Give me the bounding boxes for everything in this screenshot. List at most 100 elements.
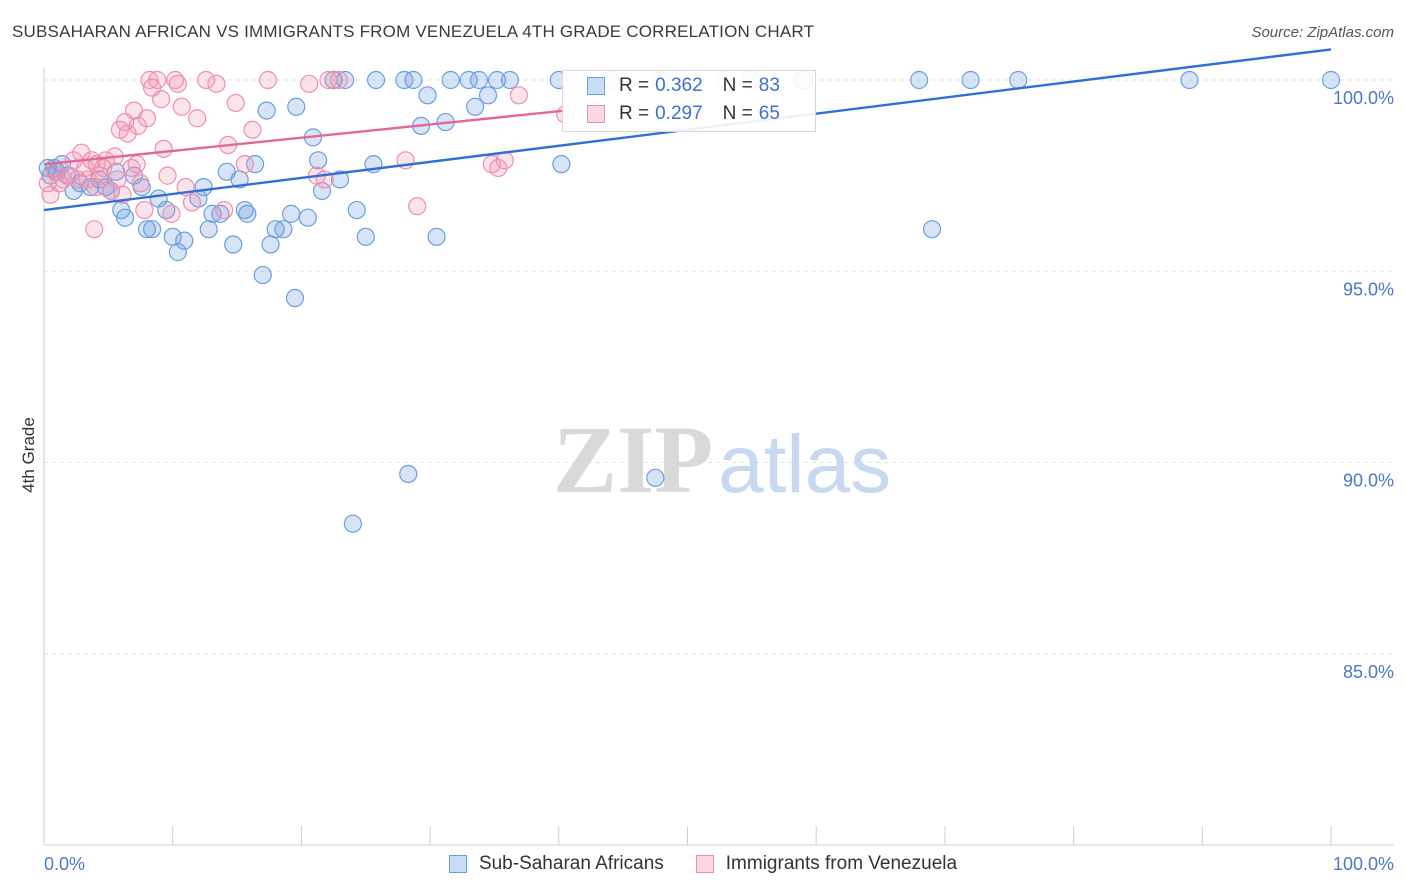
x-tick-label-min: 0.0% xyxy=(44,854,85,874)
point-subsaharan xyxy=(194,178,213,197)
point-subsaharan xyxy=(469,70,489,90)
point-subsaharan xyxy=(910,70,929,90)
point-subsaharan xyxy=(347,200,366,220)
point-subsaharan xyxy=(441,70,460,90)
series-legend: Sub-Saharan Africans Immigrants from Ven… xyxy=(0,852,1406,876)
watermark-atlas: atlas xyxy=(718,419,891,510)
point-venezuela xyxy=(172,97,191,116)
y-tick-label: 95.0% xyxy=(1343,279,1394,299)
point-subsaharan xyxy=(478,86,498,105)
legend-row-venezuela: R = 0.297 N = 65 xyxy=(587,101,780,127)
point-venezuela xyxy=(329,70,348,90)
chart-title: SUBSAHARAN AFRICAN VS IMMIGRANTS FROM VE… xyxy=(12,22,815,41)
n-value-subsaharan: 83 xyxy=(758,75,780,96)
legend-row-subsaharan: R = 0.362 N = 83 xyxy=(587,73,780,99)
point-subsaharan xyxy=(330,170,350,189)
y-tick-label: 100.0% xyxy=(1333,88,1394,108)
legend-swatch-pink xyxy=(695,855,714,873)
point-subsaharan xyxy=(487,70,507,90)
point-subsaharan xyxy=(298,208,317,227)
point-venezuela xyxy=(127,155,146,174)
point-subsaharan xyxy=(137,220,157,239)
legend-swatch-pink xyxy=(587,105,605,123)
point-subsaharan xyxy=(459,70,478,90)
y-tick-label: 90.0% xyxy=(1343,471,1394,491)
x-tick-label-max: 100.0% xyxy=(1333,854,1394,874)
point-venezuela xyxy=(319,70,338,90)
point-subsaharan xyxy=(1321,70,1341,90)
r-label: R = xyxy=(619,103,650,124)
point-subsaharan xyxy=(418,86,437,105)
data-points xyxy=(38,70,1341,533)
point-subsaharan xyxy=(309,151,328,170)
point-subsaharan xyxy=(203,204,222,223)
point-venezuela xyxy=(86,178,105,197)
source-label: Source: ZipAtlas.com xyxy=(1251,24,1394,41)
legend-label-venezuela: Immigrants from Venezuela xyxy=(725,853,958,874)
point-subsaharan xyxy=(427,227,446,246)
point-venezuela xyxy=(78,170,97,189)
point-venezuela xyxy=(158,166,177,185)
point-venezuela xyxy=(148,70,167,90)
point-subsaharan xyxy=(466,97,485,116)
point-venezuela xyxy=(85,220,104,239)
point-subsaharan xyxy=(404,70,423,90)
point-subsaharan xyxy=(168,243,187,262)
point-subsaharan xyxy=(274,220,293,239)
point-subsaharan xyxy=(224,235,243,254)
point-venezuela xyxy=(197,70,216,90)
point-subsaharan xyxy=(175,231,194,250)
point-subsaharan xyxy=(199,220,218,239)
point-subsaharan xyxy=(922,220,942,239)
point-subsaharan xyxy=(282,204,301,223)
watermark-zip: ZIP xyxy=(553,406,713,513)
trend-line-venezuela xyxy=(43,109,566,166)
r-label: R = xyxy=(619,75,650,96)
point-venezuela xyxy=(207,74,226,93)
point-venezuela xyxy=(226,93,245,113)
point-subsaharan xyxy=(552,155,571,174)
point-subsaharan xyxy=(143,220,162,239)
point-subsaharan xyxy=(961,70,980,90)
legend-item-subsaharan: Sub-Saharan Africans xyxy=(448,853,664,875)
point-venezuela xyxy=(152,90,171,109)
point-venezuela xyxy=(131,174,150,193)
n-label: N = xyxy=(722,75,753,96)
point-subsaharan xyxy=(245,155,265,174)
point-subsaharan xyxy=(287,97,306,116)
point-subsaharan xyxy=(261,235,280,254)
legend-swatch-blue xyxy=(587,77,605,95)
n-value-venezuela: 65 xyxy=(758,103,780,124)
point-subsaharan xyxy=(257,101,276,120)
point-subsaharan xyxy=(1009,70,1028,90)
correlation-legend: R = 0.362 N = 83 R = 0.297 N = 65 xyxy=(562,70,816,132)
r-value-subsaharan: 0.362 xyxy=(655,75,703,96)
point-subsaharan xyxy=(500,70,519,90)
point-venezuela xyxy=(96,151,115,170)
legend-swatch-blue xyxy=(448,855,467,873)
point-venezuela xyxy=(258,70,278,90)
point-subsaharan xyxy=(1180,70,1199,90)
point-venezuela xyxy=(168,74,187,93)
point-subsaharan xyxy=(356,227,375,246)
legend-item-venezuela: Immigrants from Venezuela xyxy=(695,853,958,875)
point-venezuela xyxy=(215,200,234,220)
point-subsaharan xyxy=(366,70,386,90)
r-value-venezuela: 0.297 xyxy=(655,103,703,124)
point-subsaharan xyxy=(399,464,418,484)
point-subsaharan xyxy=(115,208,135,227)
point-venezuela xyxy=(182,193,202,212)
point-venezuela xyxy=(162,204,181,223)
y-tick-labels: 100.0% 95.0% 90.0% 85.0% xyxy=(1333,88,1394,682)
point-venezuela xyxy=(300,74,319,93)
point-subsaharan xyxy=(646,468,665,487)
point-venezuela xyxy=(118,124,137,143)
legend-label-subsaharan: Sub-Saharan Africans xyxy=(478,853,664,874)
y-tick-label: 85.0% xyxy=(1343,662,1394,682)
point-subsaharan xyxy=(285,288,305,308)
axes xyxy=(43,68,1394,846)
n-label: N = xyxy=(722,103,753,124)
point-venezuela xyxy=(135,200,154,220)
point-venezuela xyxy=(154,139,173,158)
point-subsaharan xyxy=(238,204,257,223)
